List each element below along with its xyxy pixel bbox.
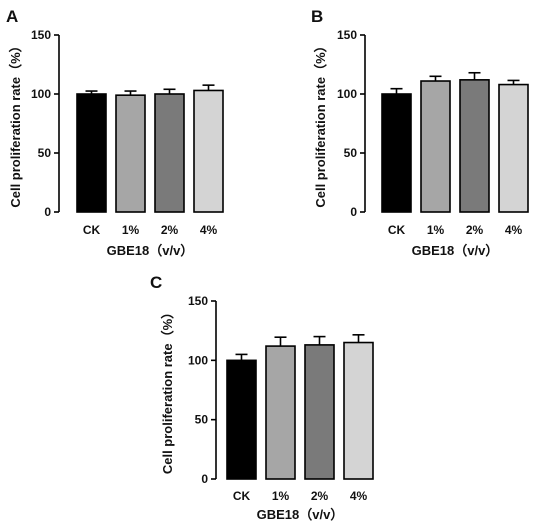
y-axis-label: Cell proliferation rate（%） bbox=[160, 306, 175, 474]
x-tick-label: CK bbox=[233, 489, 251, 503]
bar-1 bbox=[420, 80, 451, 213]
panel-a: A 0 50 100 150 CK 1% 2% 4% GBE18（v/v） Cell prolife… bbox=[6, 7, 224, 258]
bar-3 bbox=[498, 83, 529, 213]
y-tick-label: 50 bbox=[344, 146, 358, 160]
x-tick-label: 2% bbox=[161, 223, 179, 237]
panel-letter: B bbox=[311, 7, 323, 26]
x-tick-label: 2% bbox=[466, 223, 484, 237]
bar-0 bbox=[76, 93, 107, 213]
x-axis-label: GBE18（v/v） bbox=[412, 243, 499, 258]
bar-0 bbox=[381, 93, 412, 213]
y-tick-label: 150 bbox=[337, 28, 357, 42]
y-axis-label: Cell proliferation rate（%） bbox=[8, 39, 23, 207]
bar-0 bbox=[226, 359, 257, 480]
x-tick-label: 4% bbox=[350, 489, 368, 503]
bar-1 bbox=[265, 345, 296, 480]
x-tick-label: 4% bbox=[200, 223, 218, 237]
bar-2 bbox=[459, 79, 490, 213]
y-tick-label: 0 bbox=[350, 205, 357, 219]
y-tick-label: 100 bbox=[31, 87, 51, 101]
bar-3 bbox=[343, 341, 374, 480]
bar-2 bbox=[154, 93, 185, 213]
y-tick-label: 100 bbox=[188, 353, 208, 367]
panel-letter: A bbox=[6, 7, 18, 26]
x-tick-label: CK bbox=[83, 223, 101, 237]
panel-c: C 0 50 100 150 CK 1% 2% 4% GBE18（v/v） Cell prolife… bbox=[150, 273, 374, 522]
x-tick-label: CK bbox=[388, 223, 406, 237]
y-tick-label: 0 bbox=[201, 472, 208, 486]
y-tick-label: 50 bbox=[38, 146, 52, 160]
bar-1 bbox=[115, 94, 146, 213]
y-tick-label: 50 bbox=[195, 413, 209, 427]
x-tick-label: 2% bbox=[311, 489, 329, 503]
x-tick-label: 1% bbox=[427, 223, 445, 237]
y-tick-label: 150 bbox=[31, 28, 51, 42]
x-axis-label: GBE18（v/v） bbox=[257, 507, 344, 522]
bar-2 bbox=[304, 344, 335, 480]
x-tick-label: 1% bbox=[122, 223, 140, 237]
y-tick-label: 150 bbox=[188, 294, 208, 308]
x-tick-label: 1% bbox=[272, 489, 290, 503]
y-tick-label: 100 bbox=[337, 87, 357, 101]
y-tick-label: 0 bbox=[44, 205, 51, 219]
x-tick-label: 4% bbox=[505, 223, 523, 237]
x-axis-label: GBE18（v/v） bbox=[107, 243, 194, 258]
panel-letter: C bbox=[150, 273, 162, 292]
panel-b: B 0 50 100 150 CK 1% 2% 4% GBE18（v/v） Cell prolife… bbox=[311, 7, 529, 258]
y-axis-label: Cell proliferation rate（%） bbox=[313, 39, 328, 207]
bar-3 bbox=[193, 89, 224, 213]
